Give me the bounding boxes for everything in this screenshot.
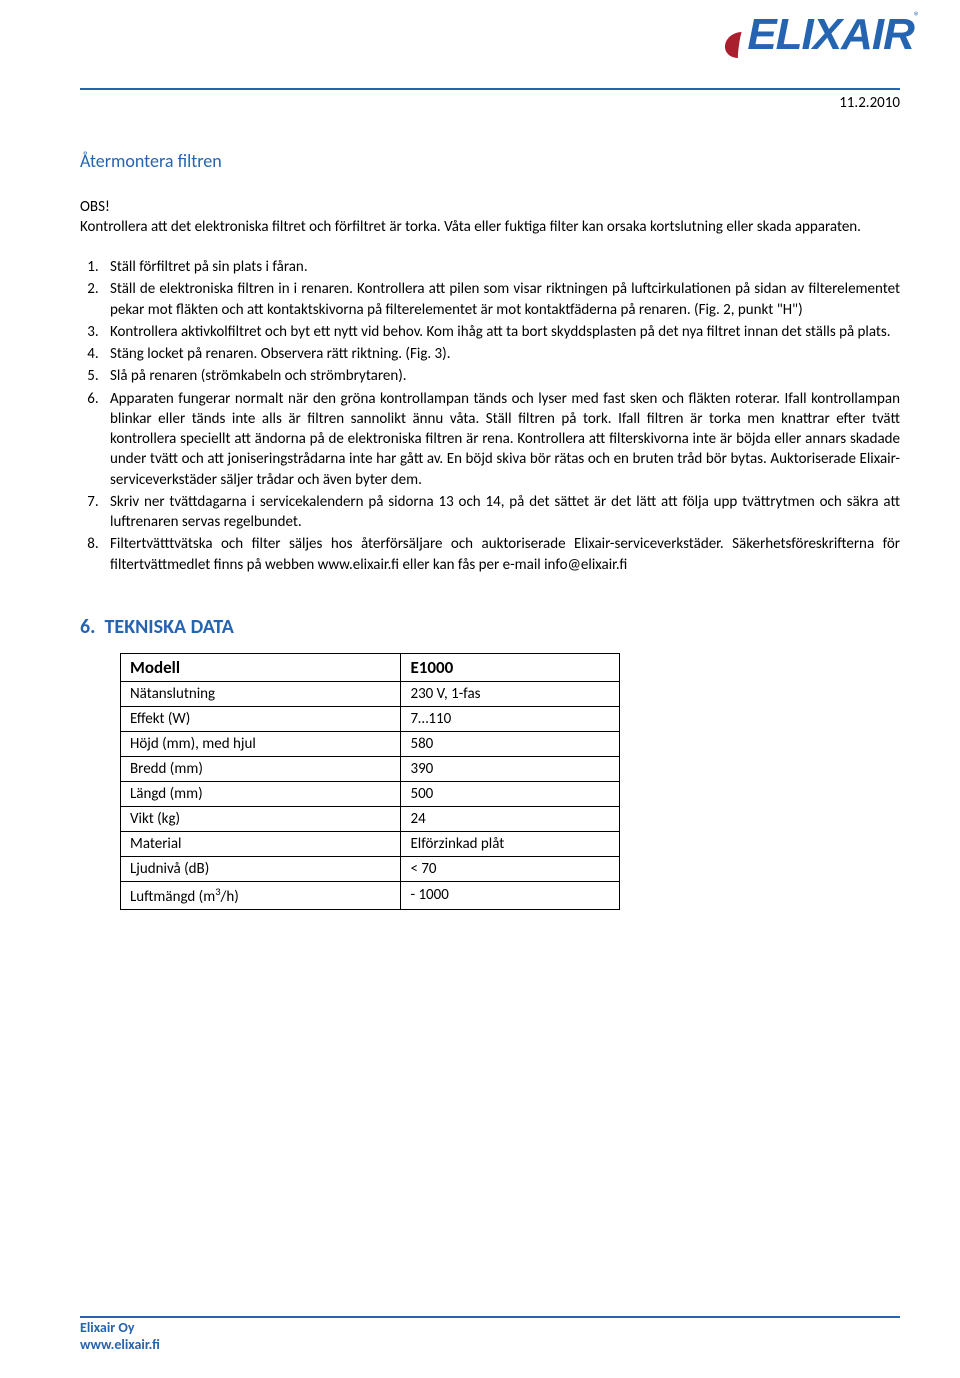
header-rule — [80, 88, 900, 90]
document-page: ELIXAIR® 11.2.2010 Återmontera filtren O… — [0, 0, 960, 1378]
table-cell: 24 — [401, 806, 620, 831]
table-cell: 500 — [401, 781, 620, 806]
footer-company: Elixair Oy — [80, 1320, 900, 1337]
table-cell: Bredd (mm) — [121, 756, 401, 781]
table-cell: Elförzinkad plåt — [401, 831, 620, 856]
table-row: Ljudnivå (dB)< 70 — [121, 856, 620, 881]
spec-table: Modell E1000 Nätanslutning230 V, 1-fas E… — [120, 653, 620, 910]
list-item: Apparaten fungerar normalt när den gröna… — [102, 389, 900, 490]
table-cell: Höjd (mm), med hjul — [121, 731, 401, 756]
logo-swoosh-icon — [724, 32, 758, 58]
section-title-tech-data: 6. TEKNISKA DATA — [80, 615, 900, 639]
table-row: Längd (mm)500 — [121, 781, 620, 806]
obs-label: OBS! — [80, 198, 110, 216]
table-row: Nätanslutning230 V, 1-fas — [121, 681, 620, 706]
table-row: Effekt (W)7…110 — [121, 706, 620, 731]
airflow-suffix: /h) — [221, 888, 239, 906]
logo: ELIXAIR® — [723, 10, 920, 60]
table-cell: 580 — [401, 731, 620, 756]
list-item: Ställ förfiltret på sin plats i fåran. — [102, 257, 900, 277]
list-item: Filtertvätttvätska och filter säljes hos… — [102, 534, 900, 575]
table-cell: Ljudnivå (dB) — [121, 856, 401, 881]
section-heading: TEKNISKA DATA — [105, 615, 234, 639]
list-item: Slå på renaren (strömkabeln och strömbry… — [102, 366, 900, 386]
section-number: 6. — [80, 615, 95, 639]
section-title-reassembly: Återmontera filtren — [80, 150, 900, 172]
table-cell: Material — [121, 831, 401, 856]
registered-icon: ® — [914, 10, 920, 24]
footer: Elixair Oy www.elixair.fi — [80, 1308, 900, 1354]
document-date: 11.2.2010 — [80, 94, 900, 112]
airflow-prefix: Luftmängd (m — [130, 888, 215, 906]
obs-warning: Kontrollera att det elektroniska filtret… — [80, 218, 861, 236]
table-row: Höjd (mm), med hjul580 — [121, 731, 620, 756]
obs-block: OBS! Kontrollera att det elektroniska fi… — [80, 198, 900, 237]
table-row: Bredd (mm)390 — [121, 756, 620, 781]
table-row: Luftmängd (m3/h) - 1000 — [121, 881, 620, 909]
table-header-cell: Modell — [121, 653, 401, 681]
table-cell: < 70 — [401, 856, 620, 881]
footer-url: www.elixair.fi — [80, 1337, 900, 1354]
instruction-list: Ställ förfiltret på sin plats i fåran. S… — [80, 257, 900, 575]
table-cell: 390 — [401, 756, 620, 781]
logo-text: ELIXAIR — [747, 10, 914, 59]
table-cell: 230 V, 1-fas — [401, 681, 620, 706]
table-cell: Vikt (kg) — [121, 806, 401, 831]
table-cell: 7…110 — [401, 706, 620, 731]
list-item: Stäng locket på renaren. Observera rätt … — [102, 344, 900, 364]
table-cell: Nätanslutning — [121, 681, 401, 706]
list-item: Ställ de elektroniska filtren in i renar… — [102, 279, 900, 320]
table-cell: Längd (mm) — [121, 781, 401, 806]
table-cell: Effekt (W) — [121, 706, 401, 731]
table-header-cell: E1000 — [401, 653, 620, 681]
footer-rule — [80, 1316, 900, 1318]
table-row: Vikt (kg)24 — [121, 806, 620, 831]
table-cell: - 1000 — [401, 881, 620, 909]
table-row: MaterialElförzinkad plåt — [121, 831, 620, 856]
table-header-row: Modell E1000 — [121, 653, 620, 681]
list-item: Skriv ner tvättdagarna i servicekalender… — [102, 492, 900, 533]
table-cell: Luftmängd (m3/h) — [121, 881, 401, 909]
list-item: Kontrollera aktivkolfiltret och byt ett … — [102, 322, 900, 342]
